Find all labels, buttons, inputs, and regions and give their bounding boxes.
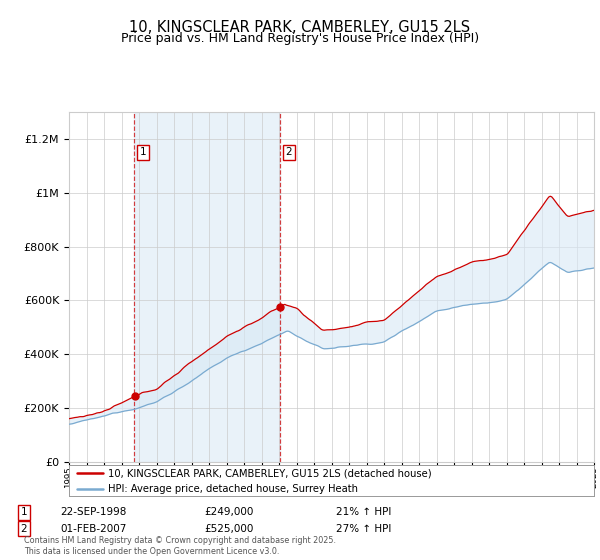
Text: £525,000: £525,000 (204, 524, 253, 534)
Bar (134, 112, 280, 462)
Text: 10, KINGSCLEAR PARK, CAMBERLEY, GU15 2LS (detached house): 10, KINGSCLEAR PARK, CAMBERLEY, GU15 2LS… (109, 468, 432, 478)
Text: £249,000: £249,000 (204, 507, 253, 517)
Text: 27% ↑ HPI: 27% ↑ HPI (336, 524, 391, 534)
Text: 10, KINGSCLEAR PARK, CAMBERLEY, GU15 2LS: 10, KINGSCLEAR PARK, CAMBERLEY, GU15 2LS (130, 20, 470, 35)
Text: Price paid vs. HM Land Registry's House Price Index (HPI): Price paid vs. HM Land Registry's House … (121, 32, 479, 45)
Text: Contains HM Land Registry data © Crown copyright and database right 2025.
This d: Contains HM Land Registry data © Crown c… (24, 536, 336, 556)
Text: 2: 2 (286, 147, 292, 157)
Text: 1: 1 (20, 507, 28, 517)
Text: 2: 2 (20, 524, 28, 534)
Text: 22-SEP-1998: 22-SEP-1998 (60, 507, 127, 517)
Text: 01-FEB-2007: 01-FEB-2007 (60, 524, 127, 534)
Text: 21% ↑ HPI: 21% ↑ HPI (336, 507, 391, 517)
Text: 1: 1 (139, 147, 146, 157)
Text: HPI: Average price, detached house, Surrey Heath: HPI: Average price, detached house, Surr… (109, 484, 358, 494)
